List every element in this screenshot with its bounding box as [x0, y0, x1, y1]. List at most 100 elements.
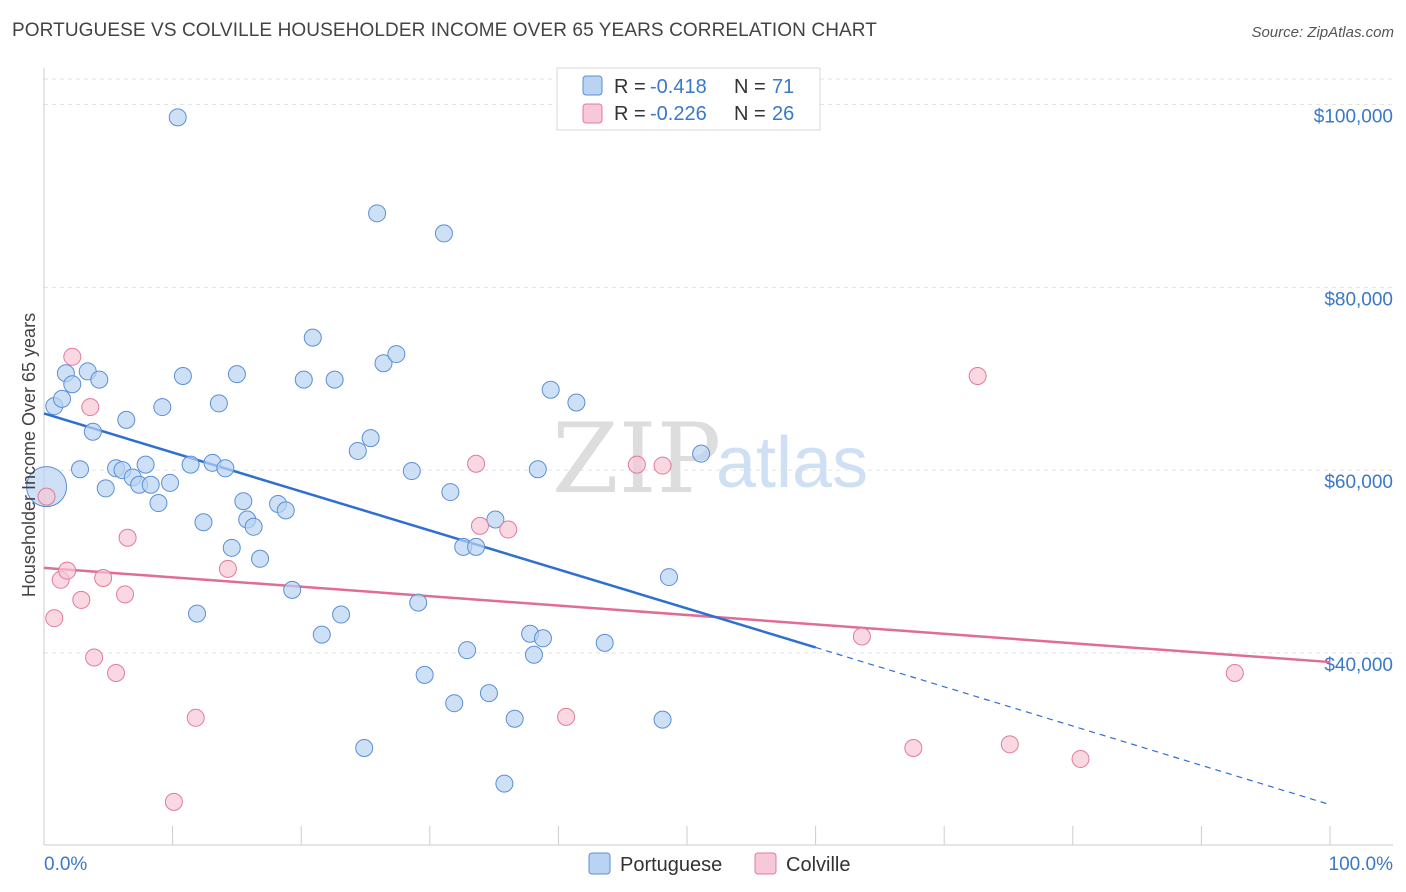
watermark-atlas: atlas — [716, 423, 868, 503]
data-point-portuguese — [173, 366, 192, 385]
data-point-portuguese — [495, 774, 514, 793]
data-point-portuguese — [209, 394, 228, 413]
data-point-colville — [904, 738, 923, 757]
watermark: ZIP atlas — [552, 403, 868, 515]
data-point-portuguese — [153, 398, 172, 417]
data-point-portuguese — [303, 328, 322, 347]
data-point-colville — [1071, 749, 1090, 768]
data-point-portuguese — [312, 625, 331, 644]
legend-series: Portuguese Colville — [588, 852, 850, 876]
data-point-portuguese — [505, 709, 524, 728]
data-point-portuguese — [659, 568, 678, 587]
legend-r-label: R = — [614, 103, 646, 125]
data-point-portuguese — [415, 665, 434, 684]
data-point-portuguese — [161, 473, 180, 492]
data-point-portuguese — [434, 224, 453, 243]
data-point-portuguese — [533, 629, 552, 648]
data-point-colville — [557, 707, 576, 726]
data-point-portuguese — [325, 370, 344, 389]
data-point-portuguese — [194, 513, 213, 532]
data-point-portuguese — [181, 455, 200, 474]
source-credit: Source: ZipAtlas.com — [1251, 24, 1394, 41]
y-tick-label: $40,000 — [1324, 655, 1393, 676]
data-point-portuguese — [355, 738, 374, 757]
data-point-portuguese — [595, 633, 614, 652]
legend-r-value: -0.418 — [650, 76, 707, 98]
data-point-colville — [1225, 664, 1244, 683]
y-tick-labels: $40,000 $60,000 $80,000 $100,000 — [1314, 107, 1393, 676]
data-point-portuguese — [361, 429, 380, 448]
legend-label-colville: Colville — [786, 854, 850, 876]
data-point-portuguese — [541, 380, 560, 399]
data-point-portuguese — [71, 460, 90, 479]
data-point-portuguese — [368, 204, 387, 223]
data-point-colville — [81, 398, 100, 417]
data-point-portuguese — [244, 517, 263, 536]
legend-swatch-portuguese — [588, 852, 611, 875]
data-point-portuguese — [141, 475, 160, 494]
data-point-colville — [186, 708, 205, 727]
data-point-portuguese — [567, 393, 586, 412]
legend-n-label: N = — [734, 103, 766, 125]
data-point-portuguese — [53, 389, 72, 408]
data-point-colville — [968, 366, 987, 385]
data-point-portuguese — [294, 370, 313, 389]
x-tick-label-max: 100.0% — [1329, 854, 1394, 875]
legend-n-value: 71 — [772, 76, 794, 98]
data-point-colville — [85, 648, 104, 667]
data-point-portuguese — [467, 537, 486, 556]
trend-line-portuguese — [43, 412, 816, 649]
data-point-colville — [218, 559, 237, 578]
data-point-colville — [852, 627, 871, 646]
data-point-colville — [118, 528, 137, 547]
data-point-colville — [94, 568, 113, 587]
data-point-portuguese — [409, 593, 428, 612]
data-point-portuguese — [445, 694, 464, 713]
data-point-portuguese — [374, 354, 393, 373]
data-point-portuguese — [276, 501, 295, 520]
data-point-portuguese — [283, 580, 302, 599]
grid-lines — [44, 78, 1393, 654]
data-point-portuguese — [486, 510, 505, 529]
data-point-portuguese — [227, 365, 246, 384]
data-point-colville — [499, 520, 518, 539]
data-point-portuguese — [222, 538, 241, 557]
data-point-portuguese — [332, 605, 351, 624]
data-point-portuguese — [96, 479, 115, 498]
data-point-portuguese — [63, 375, 82, 394]
data-point-portuguese — [479, 684, 498, 703]
legend-r-value: -0.226 — [650, 103, 707, 125]
chart-title: PORTUGUESE VS COLVILLE HOUSEHOLDER INCOM… — [12, 20, 877, 41]
legend-swatch-colville — [582, 103, 603, 124]
data-point-portuguese — [117, 410, 136, 429]
data-point-colville — [627, 455, 646, 474]
series-colville — [37, 347, 1244, 811]
trend-line-colville — [43, 566, 1331, 664]
data-point-colville — [467, 454, 486, 473]
data-point-colville — [45, 609, 64, 628]
data-point-colville — [107, 664, 126, 683]
data-point-colville — [72, 590, 91, 609]
legend-r-label: R = — [614, 76, 646, 98]
data-point-portuguese — [653, 710, 672, 729]
data-point-portuguese — [90, 370, 109, 389]
data-point-portuguese — [528, 460, 547, 479]
data-point-portuguese — [348, 441, 367, 460]
data-point-colville — [1000, 735, 1019, 754]
data-point-portuguese — [387, 345, 406, 364]
data-point-portuguese — [216, 459, 235, 478]
data-point-colville — [164, 792, 183, 811]
legend-n-value: 26 — [772, 103, 794, 125]
data-point-portuguese — [458, 641, 477, 660]
trend-line-portuguese-extension — [815, 646, 1331, 806]
x-tick-label-min: 0.0% — [44, 854, 87, 875]
y-tick-label: $60,000 — [1324, 472, 1393, 493]
axes — [43, 68, 1393, 846]
data-point-portuguese — [136, 455, 155, 474]
data-point-portuguese — [692, 444, 711, 463]
data-point-colville — [58, 561, 77, 580]
series-portuguese — [26, 108, 711, 793]
trend-lines — [43, 412, 1331, 806]
data-point-portuguese — [83, 422, 102, 441]
